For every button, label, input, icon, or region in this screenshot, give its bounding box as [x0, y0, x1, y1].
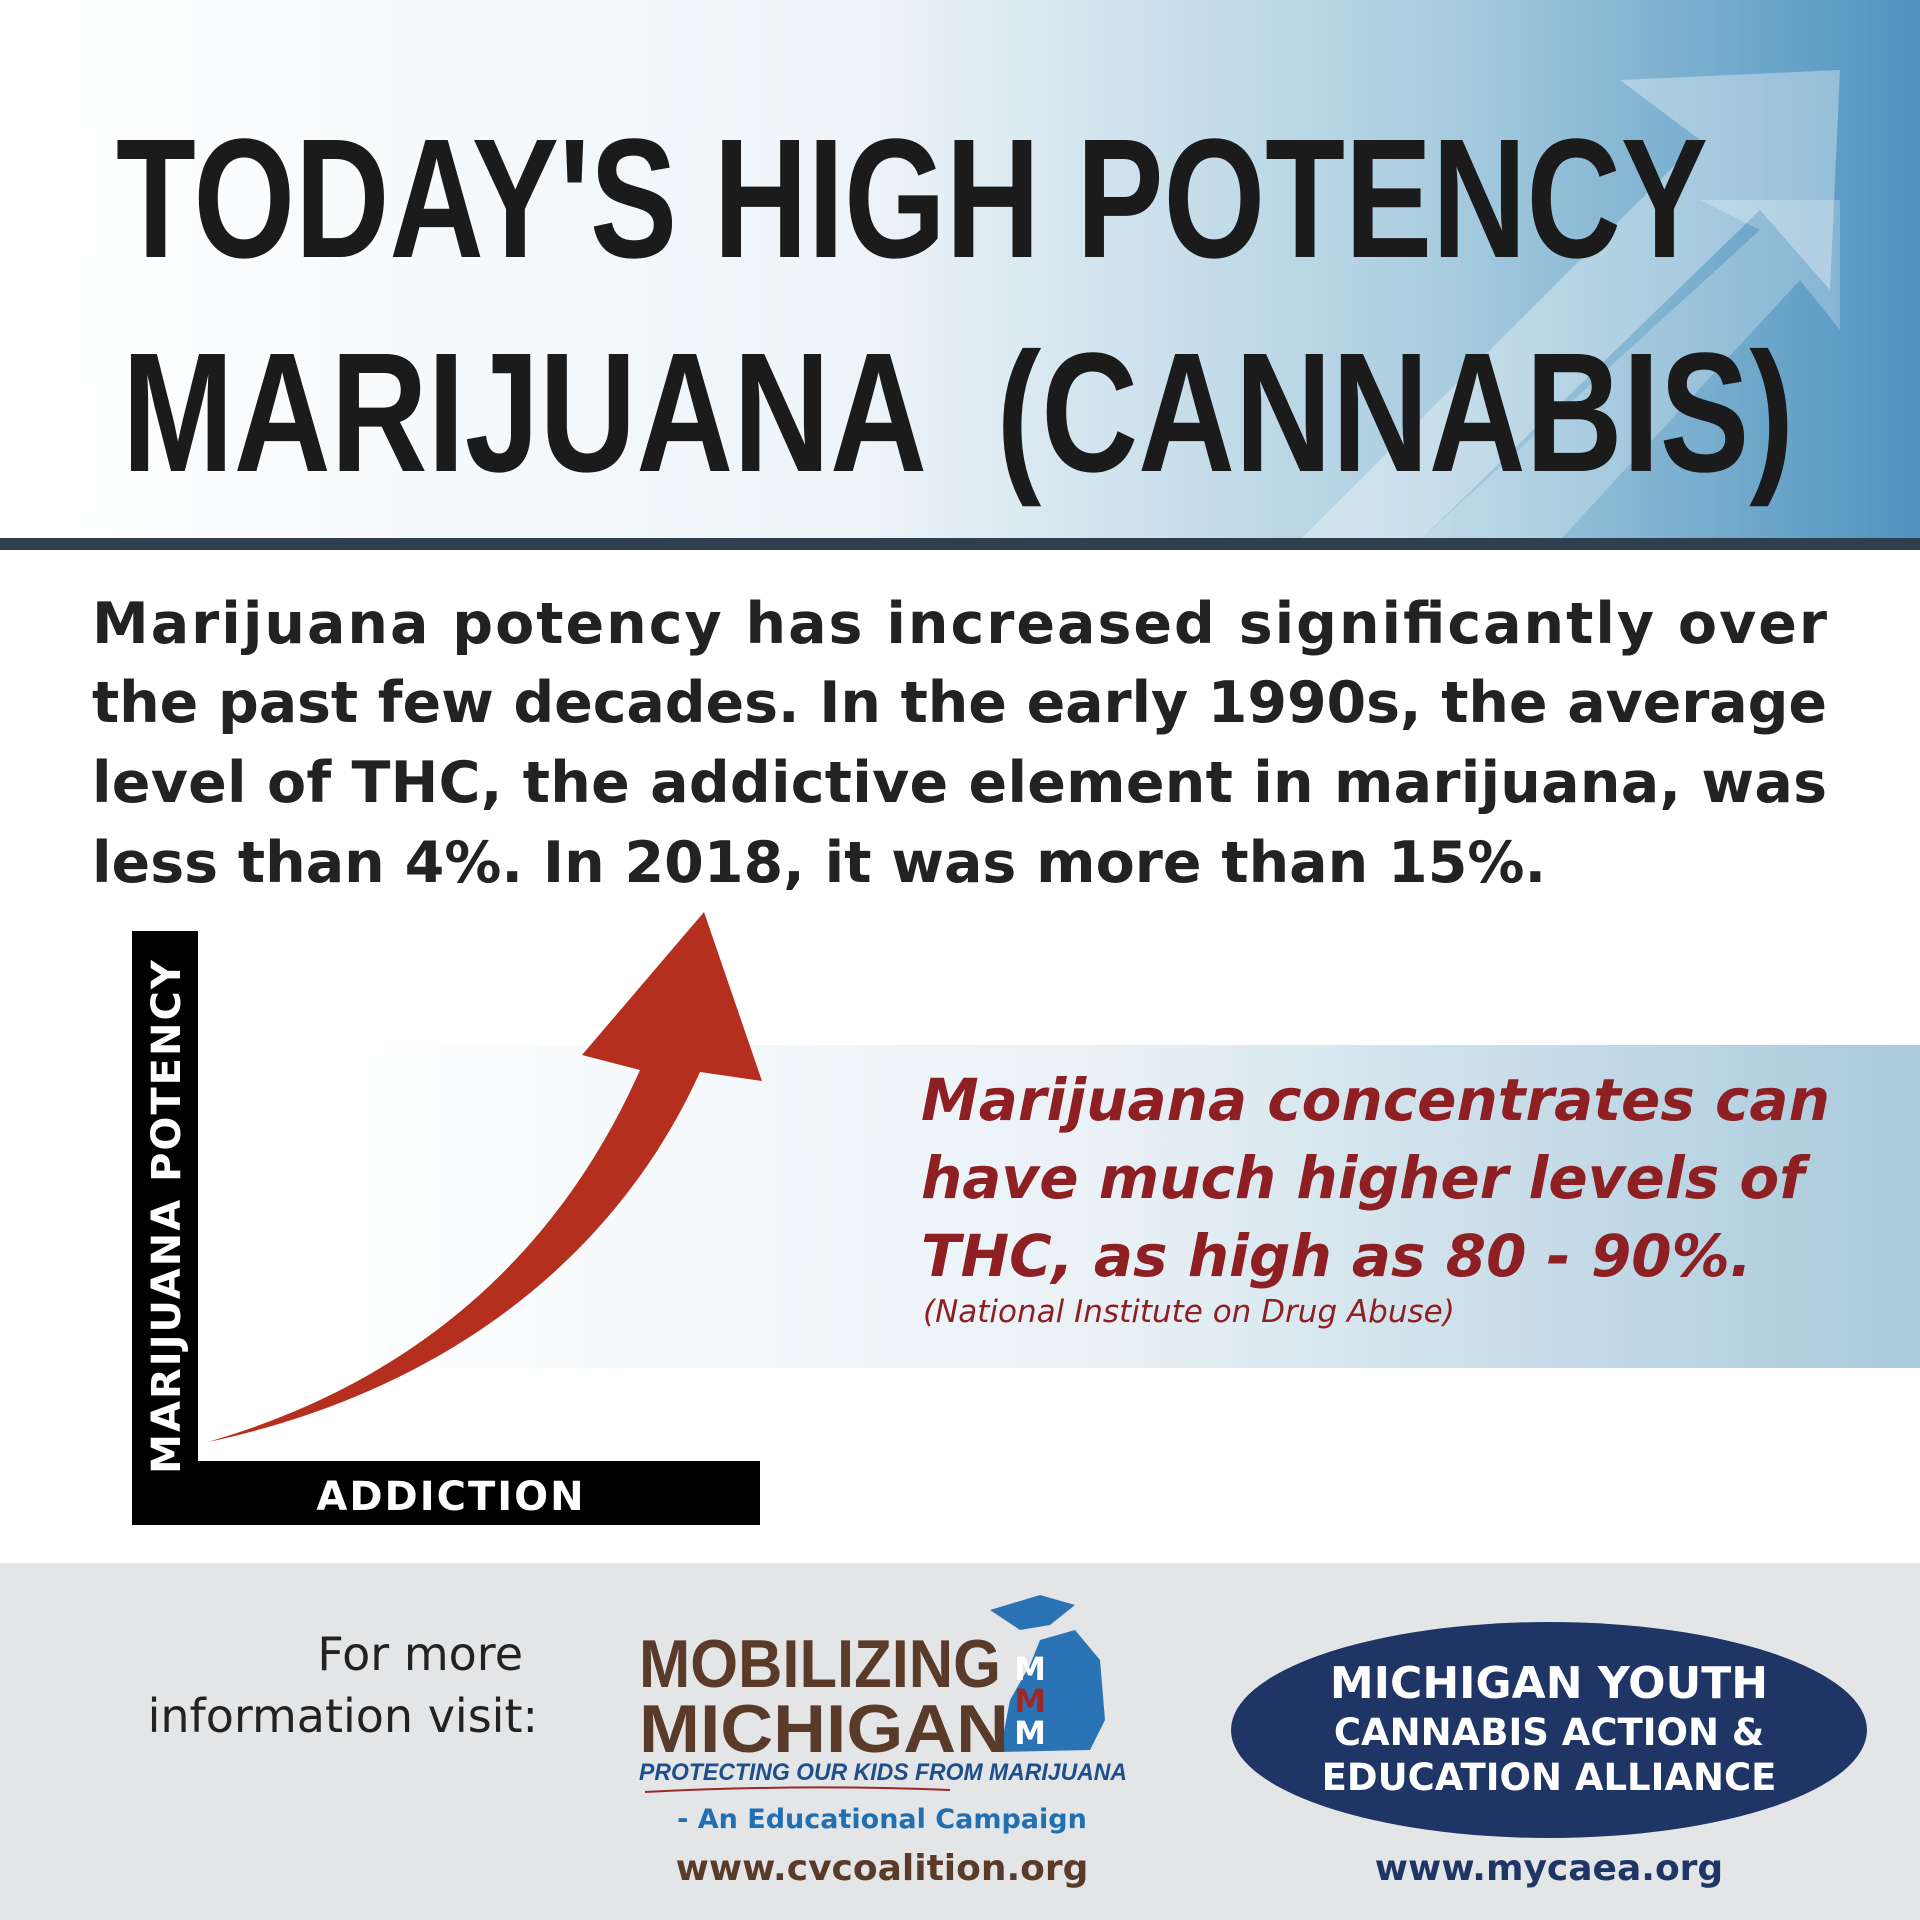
- title-line: MARIJUANA (CANNABIS): [122, 318, 1794, 508]
- header-background: [0, 0, 1920, 540]
- intro-line: the past few decades. In the early 1990s…: [92, 670, 1827, 736]
- callout-source: (National Institute on Drug Abuse): [923, 1294, 1455, 1330]
- intro-line: Marijuana potency has increased signific…: [92, 591, 1827, 657]
- y-axis-label: MARIJUANA POTENCY: [144, 958, 190, 1474]
- alliance-badge: [1231, 1622, 1867, 1838]
- title-line: TODAY'S HIGH POTENCY: [116, 104, 1708, 294]
- intro-line: level of THC, the addictive element in m…: [92, 750, 1827, 816]
- campaign-tagline: PROTECTING OUR KIDS FROM MARIJUANA: [639, 1759, 1127, 1786]
- logo-mark: M: [1014, 1650, 1046, 1688]
- tagline-underline: [644, 1786, 951, 1793]
- alliance-name: EDUCATION ALLIANCE: [1322, 1756, 1777, 1799]
- callout-line: THC, as high as 80 - 90%.: [921, 1222, 1752, 1290]
- alliance-name: MICHIGAN YOUTH: [1330, 1658, 1768, 1709]
- campaign-subtitle: - An Educational Campaign: [677, 1804, 1087, 1835]
- michigan-shape: [990, 1595, 1105, 1752]
- footer-prompt: information visit:: [148, 1689, 538, 1743]
- x-axis-label: ADDICTION: [316, 1474, 585, 1520]
- header-arrow: [1420, 200, 1840, 540]
- logo-mark: M: [1014, 1682, 1046, 1720]
- alliance-url: www.mycaea.org: [1375, 1848, 1723, 1889]
- campaign-url: www.cvcoalition.org: [676, 1848, 1089, 1889]
- x-axis-bar: [132, 1461, 760, 1525]
- footer-prompt: For more: [317, 1627, 523, 1681]
- campaign-name: MOBILIZING: [639, 1626, 1001, 1702]
- header-arrow: [1300, 70, 1840, 540]
- intro-line: less than 4%. In 2018, it was more than …: [92, 830, 1546, 896]
- callout-line: have much higher levels of: [921, 1144, 1811, 1212]
- y-axis-bar: [132, 931, 198, 1525]
- logo-mark: M: [1014, 1714, 1046, 1752]
- campaign-name: MICHIGAN: [639, 1691, 1009, 1767]
- header-rule: [0, 538, 1920, 550]
- alliance-name: CANNABIS ACTION &: [1334, 1711, 1764, 1754]
- growth-arrow: [208, 912, 762, 1442]
- callout-line: Marijuana concentrates can: [921, 1066, 1830, 1134]
